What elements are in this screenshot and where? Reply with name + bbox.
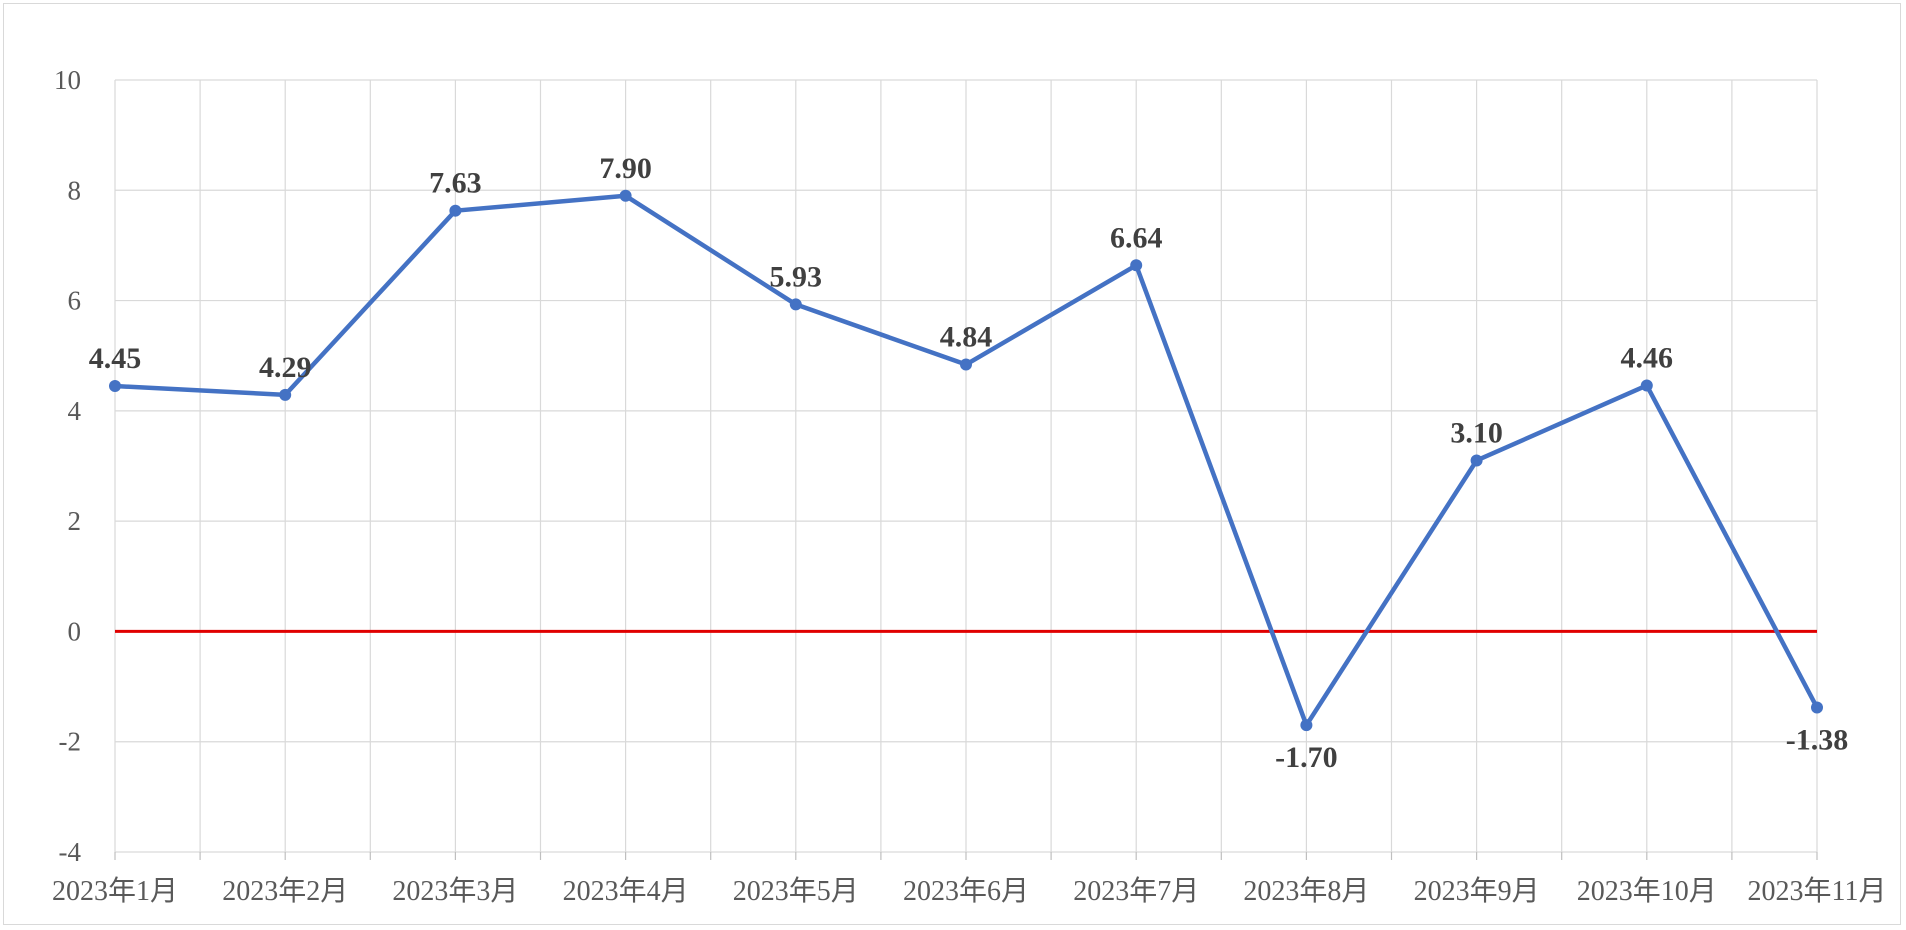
data-label: -1.70 <box>1275 741 1338 774</box>
x-tick-label: 2023年6月 <box>903 875 1029 907</box>
y-tick-label: 8 <box>68 175 82 205</box>
data-point <box>960 358 972 371</box>
data-label: 4.84 <box>940 321 993 354</box>
y-tick-label: 0 <box>68 616 82 646</box>
data-point <box>279 388 292 401</box>
y-tick-label: 4 <box>68 396 82 426</box>
y-tick-label: -4 <box>59 837 82 867</box>
data-point <box>109 380 121 393</box>
x-tick-label: 2023年4月 <box>563 875 689 907</box>
y-tick-label: -2 <box>59 727 82 757</box>
data-label: 4.46 <box>1621 341 1674 374</box>
data-label: 4.45 <box>89 342 142 375</box>
x-tick-label: 2023年5月 <box>733 875 859 907</box>
data-point <box>1811 701 1823 714</box>
x-tick-label: 2023年11月 <box>1748 875 1887 907</box>
y-tick-label: 6 <box>68 286 82 316</box>
x-tick-label: 2023年9月 <box>1414 875 1540 907</box>
y-tick-label: 10 <box>54 65 81 95</box>
data-label: 3.10 <box>1450 416 1503 449</box>
data-label: 7.90 <box>599 152 652 185</box>
data-point <box>789 298 802 311</box>
data-point <box>1640 379 1653 392</box>
x-tick-label: 2023年3月 <box>392 875 518 907</box>
chart-frame <box>3 3 1901 925</box>
data-label: 5.93 <box>770 260 823 293</box>
x-tick-label: 2023年8月 <box>1243 875 1369 907</box>
data-point <box>619 189 632 202</box>
data-point <box>1300 719 1313 732</box>
data-point <box>449 204 462 217</box>
data-label: 4.29 <box>259 351 312 384</box>
data-label: -1.38 <box>1786 724 1849 757</box>
x-tick-label: 2023年10月 <box>1577 875 1717 907</box>
x-tick-label: 2023年7月 <box>1073 875 1199 907</box>
x-tick-label: 2023年2月 <box>222 875 348 907</box>
data-label: 7.63 <box>429 167 482 200</box>
data-label: 6.64 <box>1110 221 1163 254</box>
data-point <box>1130 259 1143 272</box>
y-tick-label: 2 <box>68 506 82 536</box>
x-tick-label: 2023年1月 <box>52 875 178 907</box>
data-point <box>1470 454 1483 467</box>
